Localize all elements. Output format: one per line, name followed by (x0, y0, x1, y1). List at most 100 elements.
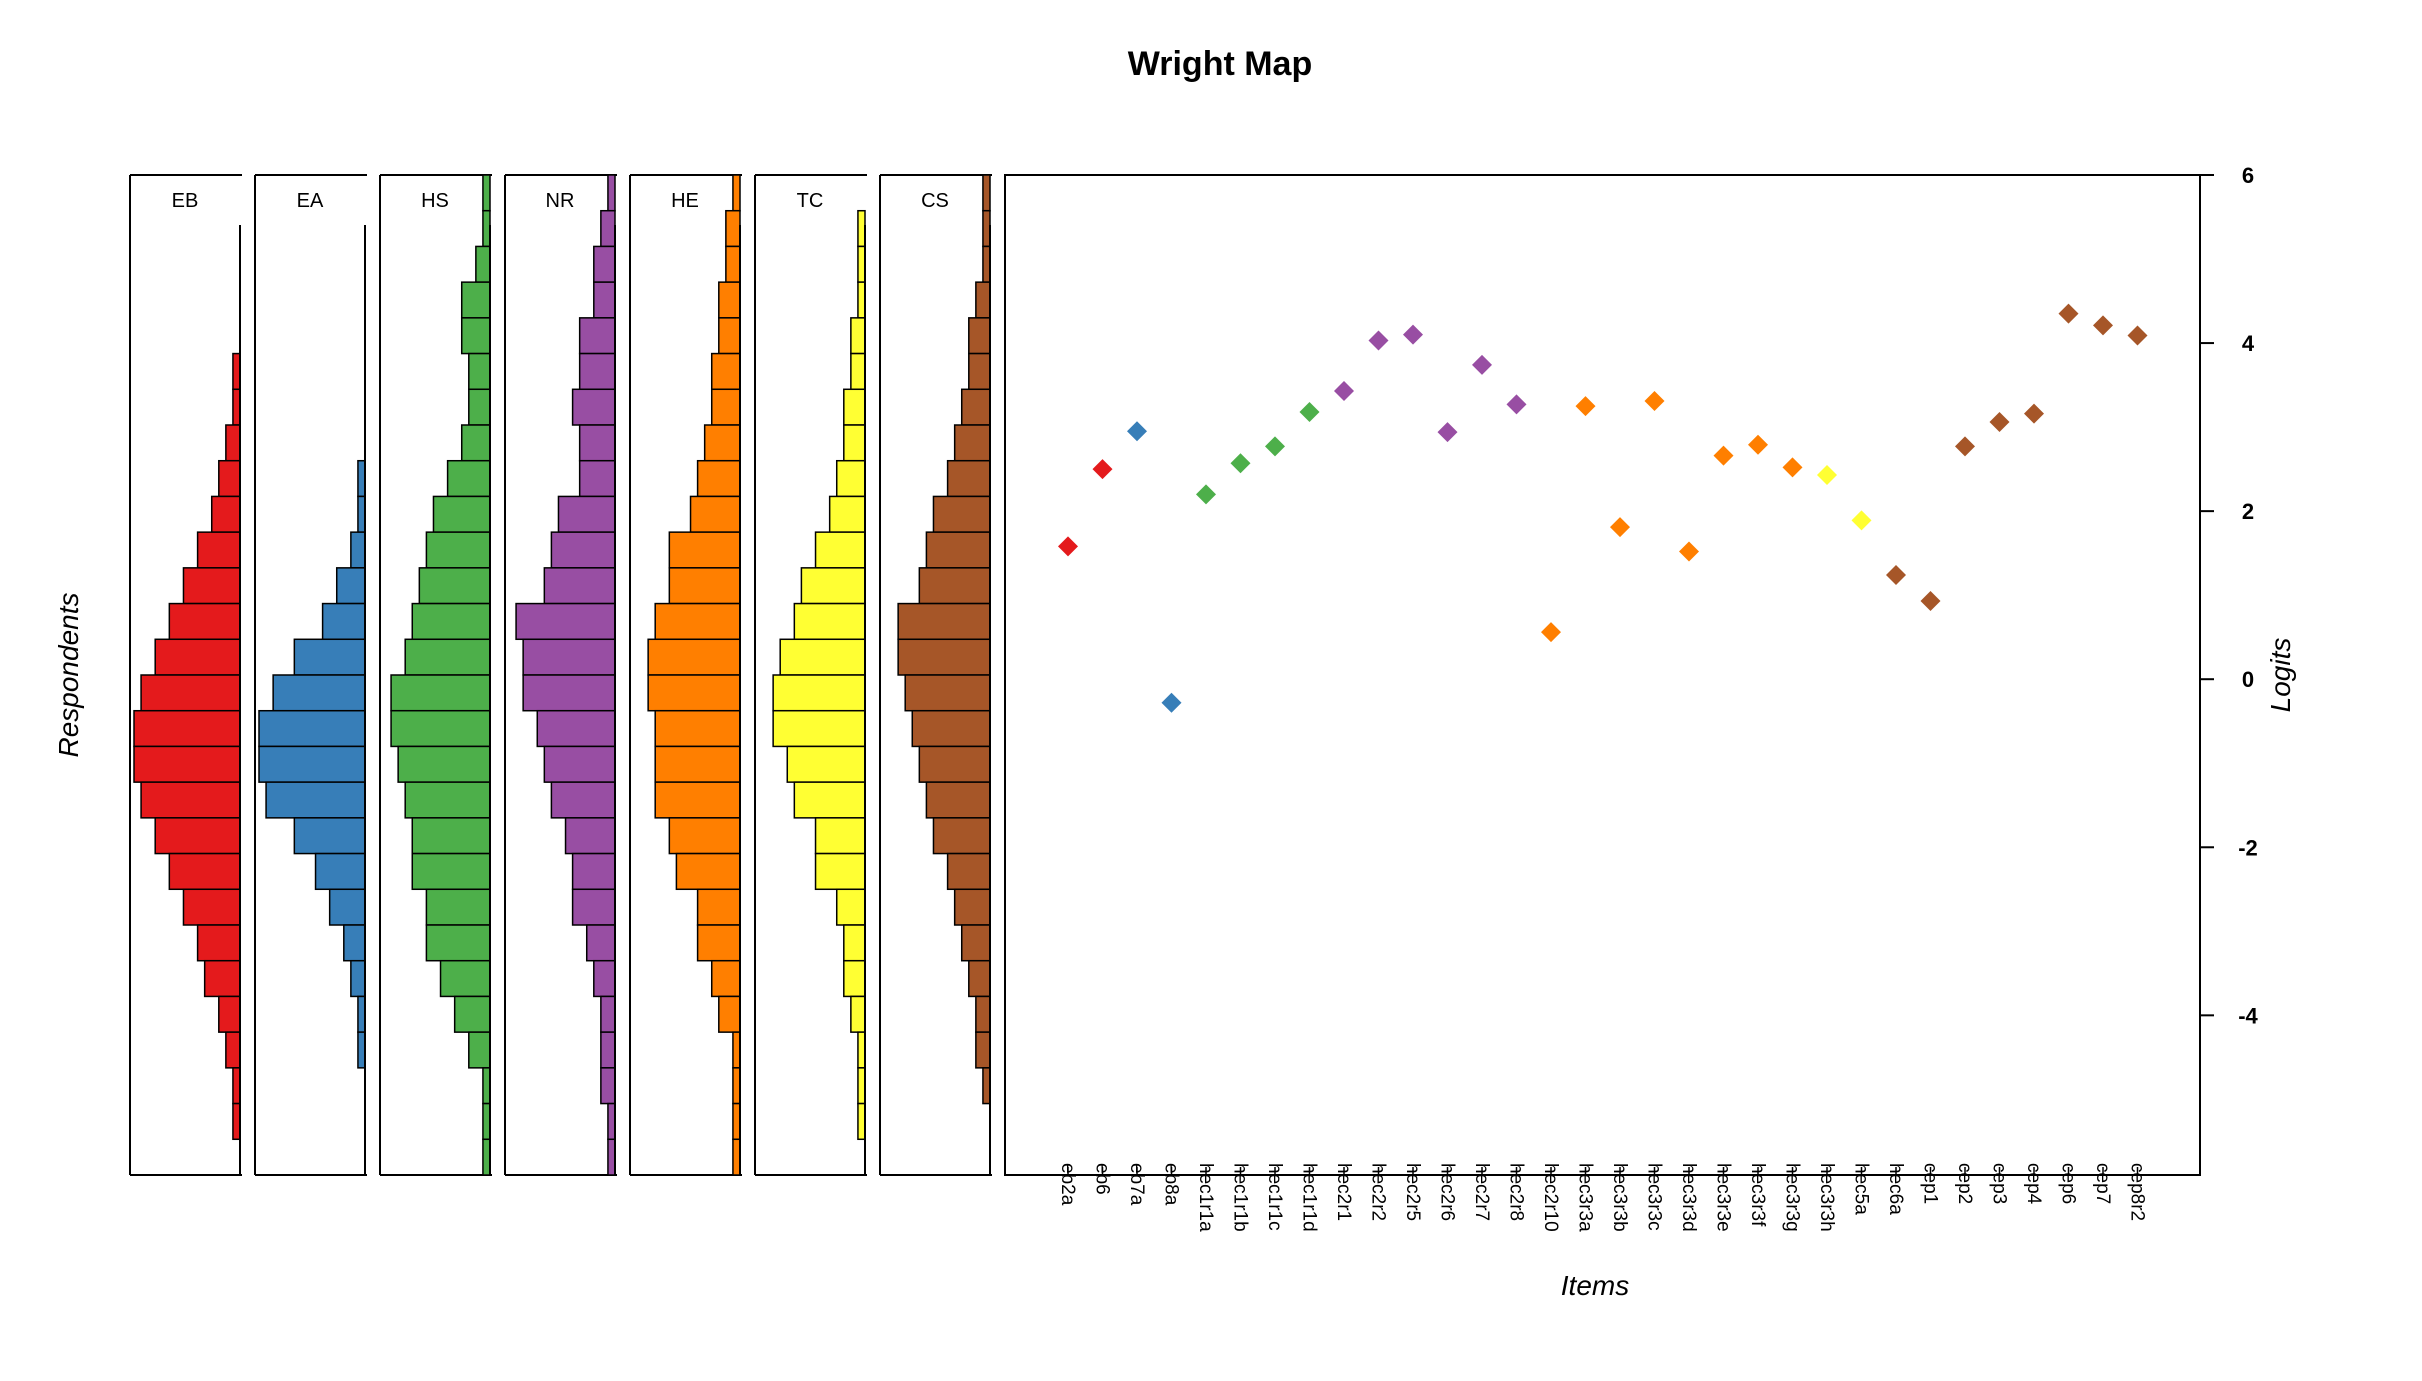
histogram-bar (857, 245, 866, 283)
item-label: hec3r3f (1747, 1163, 1768, 1227)
histogram-bar (522, 674, 616, 712)
item-label: hec3r3a (1575, 1163, 1596, 1232)
histogram-bar (453, 995, 491, 1033)
item-point (2058, 303, 2079, 324)
histogram-bar (425, 924, 491, 962)
item-label: cep8r2 (2127, 1163, 2148, 1221)
histogram-bar (814, 852, 866, 891)
histogram-bar (647, 674, 741, 712)
y-tick-label: 4 (2242, 331, 2255, 356)
histogram-bar (953, 424, 991, 462)
histogram-bar (850, 352, 866, 391)
item-point (2024, 403, 2044, 424)
histogram-bar (468, 352, 491, 391)
histogram-bar (468, 388, 491, 426)
histogram-bar (168, 852, 241, 891)
item-label: cep4 (2023, 1163, 2044, 1205)
item-label: eb8a (1161, 1163, 1182, 1206)
item-point (1058, 536, 1078, 557)
histogram-bar (718, 281, 741, 319)
item-label: hec2r5 (1402, 1163, 1423, 1221)
item-label: hec3r3b (1609, 1163, 1630, 1232)
panel-label: CS (921, 190, 949, 212)
histogram-bar (314, 852, 366, 891)
item-point (1230, 453, 1251, 474)
histogram-bar (432, 495, 491, 533)
histogram-bar (482, 209, 491, 248)
histogram-bar (543, 567, 616, 605)
panel-label: EA (297, 190, 324, 212)
histogram-bar (793, 602, 866, 641)
histogram-bar (258, 709, 366, 748)
histogram-bar (696, 888, 741, 926)
histogram-bar (857, 1031, 866, 1069)
histogram-bar (328, 888, 366, 926)
histogram-bar (607, 1102, 616, 1141)
histogram-bar (585, 924, 616, 962)
item-point (1403, 324, 1423, 345)
histogram-panel-he: HE (629, 174, 742, 1176)
histogram-bar (953, 888, 991, 926)
histogram-bar (772, 709, 866, 748)
histogram-bar (918, 745, 991, 783)
histogram-bar (293, 638, 366, 676)
histogram-bar (343, 924, 366, 962)
histogram-bar (786, 745, 866, 783)
histogram-bar (154, 817, 241, 855)
histogram-bar (475, 245, 491, 283)
histogram-bar (578, 352, 616, 391)
histogram-bar (600, 209, 616, 248)
item-label: hec3r3g (1782, 1163, 1803, 1232)
histogram-bar (140, 674, 241, 712)
item-point (1748, 434, 1768, 455)
item-point (2093, 315, 2113, 336)
item-point (1196, 484, 1216, 505)
histogram-bar (543, 745, 616, 783)
histogram-bar (468, 1031, 491, 1069)
histogram-panel-hs: HS (379, 174, 492, 1176)
y-tick-label: 6 (2242, 163, 2254, 188)
histogram-bar (482, 1067, 491, 1105)
histogram-bar (411, 817, 491, 855)
item-point (1334, 380, 1354, 401)
histogram-bar (218, 459, 241, 498)
histogram-bar (732, 1138, 741, 1176)
histogram-bar (725, 209, 741, 248)
histogram-bar (793, 781, 866, 819)
histogram-bar (593, 245, 616, 283)
histogram-bar (357, 1031, 366, 1069)
items-panel: 6 4 2 0 -2 -4 eb2a eb6 eb7a eb8a hec1r1a hec1r1b hec… (1004, 163, 2259, 1232)
item-point (1886, 565, 1906, 585)
y-tick-label: -4 (2238, 1003, 2258, 1028)
respondents-axis-label: Respondents (53, 592, 84, 757)
histogram-bar (557, 495, 616, 533)
histogram-bar (668, 817, 741, 855)
histogram-bar (357, 495, 366, 533)
histogram-bar (982, 174, 991, 212)
histogram-bar (133, 709, 241, 748)
histogram-bar (411, 852, 491, 891)
histogram-bar (460, 281, 491, 319)
histogram-bar (522, 638, 616, 676)
histogram-bar (835, 888, 866, 926)
histogram-bar (571, 852, 616, 891)
y-tick-label: 2 (2242, 499, 2254, 524)
histogram-bar (654, 745, 741, 783)
histogram-bar (182, 567, 241, 605)
histogram-bar (446, 459, 491, 498)
histogram-bar (425, 888, 491, 926)
histogram-bar (350, 531, 366, 569)
histogram-panel-nr: NR (504, 174, 617, 1176)
histogram-bar (925, 531, 991, 569)
histogram-bar (982, 209, 991, 248)
histogram-bar (258, 745, 366, 783)
histogram-bar (925, 781, 991, 819)
histogram-bar (843, 959, 866, 998)
histogram-bar (133, 745, 241, 783)
histogram-bar (843, 924, 866, 962)
item-label: hec2r7 (1471, 1163, 1492, 1221)
histogram-bar (814, 531, 866, 569)
histogram-bar (439, 959, 491, 998)
histogram-bar (482, 1102, 491, 1141)
item-label: hec1r1d (1299, 1163, 1320, 1232)
